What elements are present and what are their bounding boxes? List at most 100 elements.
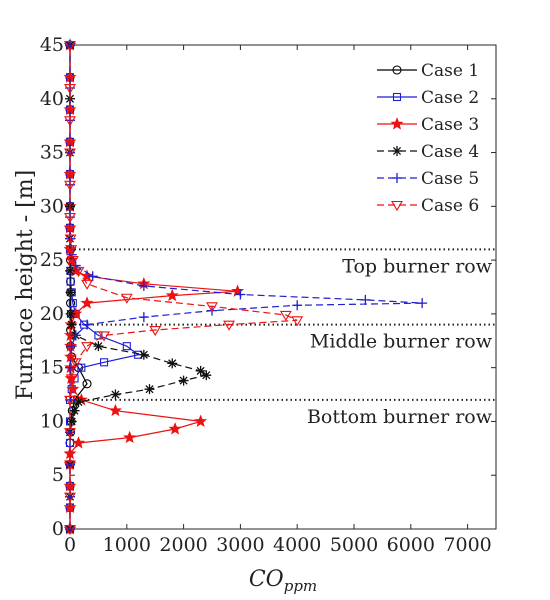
legend-entry-label: Case 6 — [421, 196, 479, 216]
x-tick-label: 2000 — [159, 534, 207, 556]
marker-asterisk — [178, 375, 189, 386]
marker-asterisk — [93, 341, 104, 352]
marker-triangle-down — [66, 256, 79, 267]
marker-triangle-down — [64, 213, 76, 224]
marker-plus — [235, 289, 246, 300]
y-tick-label: 15 — [40, 357, 64, 379]
marker-plus — [70, 330, 81, 341]
marker-plus — [66, 341, 77, 352]
x-tick-label: 4000 — [273, 534, 321, 556]
marker-plus — [70, 260, 81, 271]
marker-triangle-down — [64, 180, 76, 191]
marker-plus — [65, 362, 75, 373]
marker-triangle-down — [65, 245, 78, 256]
marker-plus — [138, 280, 149, 291]
marker-triangle-down — [223, 320, 236, 331]
marker-triangle-down — [64, 492, 76, 503]
marker-triangle-down — [291, 316, 304, 327]
marker-asterisk — [65, 308, 76, 319]
y-tick-label: 0 — [52, 518, 64, 540]
marker-star — [123, 430, 137, 444]
marker-circle — [392, 65, 402, 75]
marker-asterisk — [73, 397, 84, 408]
y-axis-label: Furnace height - [m] — [13, 170, 38, 400]
marker-star — [63, 479, 77, 492]
marker-asterisk — [69, 405, 80, 416]
marker-square — [100, 358, 109, 367]
legend-entry-label: Case 5 — [421, 169, 479, 189]
marker-star — [80, 296, 94, 309]
y-tick-label: 45 — [40, 34, 64, 56]
marker-asterisk — [138, 349, 149, 360]
marker-star — [194, 414, 208, 427]
marker-triangle-down — [64, 234, 77, 245]
marker-plus — [417, 298, 428, 309]
x-axis-label-main: CO — [249, 567, 284, 592]
marker-triangle-down — [64, 40, 76, 52]
marker-asterisk — [110, 389, 121, 400]
y-tick-label: 35 — [40, 142, 64, 164]
marker-triangle-down — [391, 200, 403, 212]
marker-triangle-down — [120, 293, 133, 304]
marker-triangle-down — [64, 428, 76, 439]
marker-plus — [392, 173, 402, 183]
marker-asterisk — [66, 416, 77, 427]
marker-plus — [138, 312, 149, 323]
x-axis-label-subscript: ppm — [284, 577, 317, 595]
marker-star — [66, 382, 80, 395]
series-line — [69, 45, 140, 529]
y-tick-label: 10 — [40, 410, 64, 432]
x-tick-label: 5000 — [330, 534, 378, 556]
x-tick-label: 1000 — [103, 534, 151, 556]
marker-star — [72, 436, 85, 449]
marker-asterisk — [392, 146, 402, 156]
burner-row-label: Middle burner row — [310, 331, 493, 353]
y-tick-label: 25 — [40, 249, 64, 271]
marker-triangle-down — [98, 331, 111, 342]
legend-entry-label: Case 4 — [421, 142, 479, 162]
marker-triangle-down — [279, 310, 292, 322]
x-tick-label: 6000 — [387, 534, 435, 556]
series-6 — [64, 40, 304, 536]
marker-square — [122, 342, 131, 351]
x-tick-label: 7000 — [443, 534, 491, 556]
marker-asterisk — [144, 384, 155, 395]
marker-triangle-down — [149, 325, 162, 337]
marker-plus — [292, 300, 303, 311]
marker-plus — [82, 319, 93, 330]
marker-triangle-down — [206, 302, 218, 313]
y-tick-label: 20 — [40, 303, 64, 325]
marker-star — [108, 403, 122, 417]
marker-star — [80, 269, 94, 282]
x-tick-label: 0 — [64, 534, 76, 556]
marker-star — [69, 307, 83, 320]
legend-entry-label: Case 2 — [421, 88, 479, 108]
marker-star — [168, 422, 182, 435]
marker-asterisk — [201, 370, 212, 381]
marker-triangle-down — [69, 358, 82, 369]
marker-triangle-down — [81, 342, 94, 353]
marker-asterisk — [66, 319, 77, 330]
burner-row-label: Bottom burner row — [307, 406, 493, 428]
marker-star — [390, 117, 404, 130]
y-tick-label: 5 — [52, 464, 64, 486]
series-5 — [65, 40, 428, 534]
y-tick-label: 30 — [40, 195, 64, 217]
marker-square — [392, 92, 402, 102]
legend: Case 1 Case 2 Case 3 Case 4 Case 5 Case 6 — [377, 61, 479, 216]
x-tick-label: 3000 — [216, 534, 264, 556]
marker-triangle-down — [81, 279, 94, 290]
legend-entry-label: Case 1 — [421, 61, 479, 81]
marker-triangle-down — [64, 148, 76, 159]
burner-row-label: Top burner row — [342, 255, 492, 277]
marker-triangle-down — [64, 460, 76, 471]
marker-triangle-down — [64, 116, 76, 127]
marker-asterisk — [195, 365, 206, 376]
plot-area: 0 1000 2000 3000 4000 5000 6000 7000 0 5 10 15 20 25 3… — [40, 34, 497, 556]
marker-plus — [87, 271, 98, 282]
marker-triangle-down — [72, 266, 85, 277]
marker-square — [68, 299, 77, 308]
marker-triangle-down — [64, 395, 76, 407]
marker-triangle-down — [64, 524, 76, 536]
